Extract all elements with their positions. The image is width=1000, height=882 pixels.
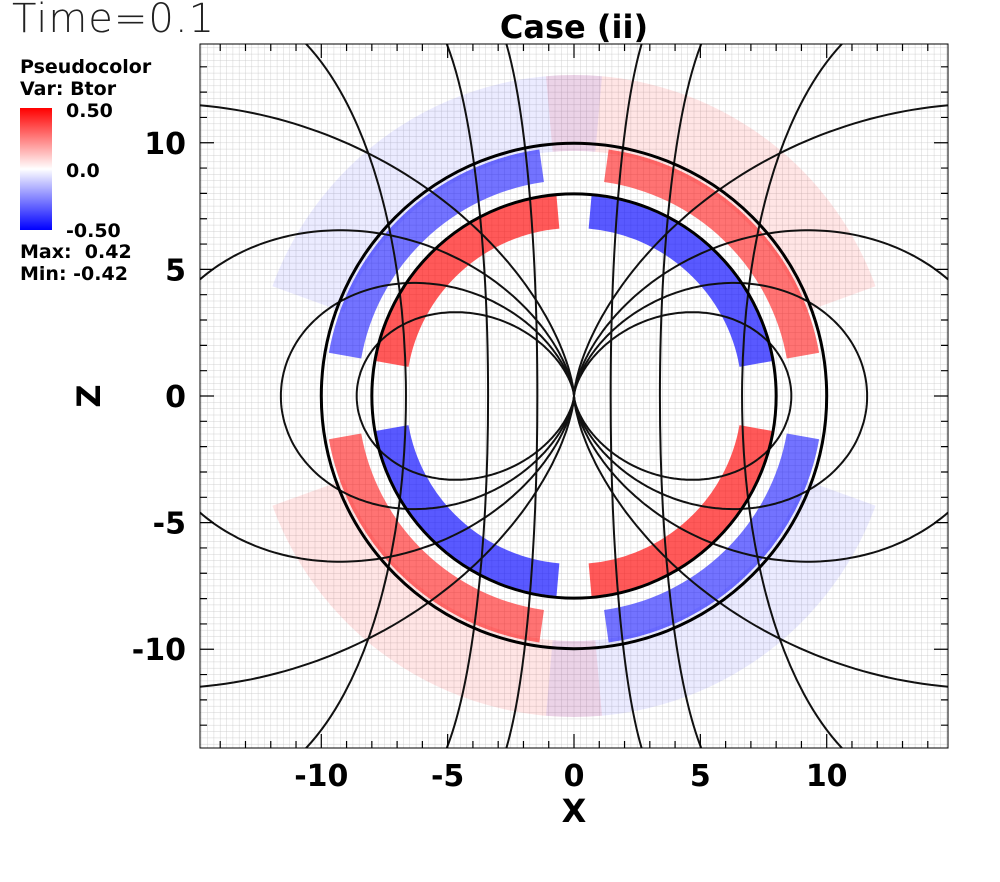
colorbar [20,108,52,230]
open-line-outer-left [445,44,490,748]
field-line-medium-mirror [279,281,575,511]
colorbar-min-label: -0.50 [66,220,121,242]
legend-variable: Var: Btor [20,78,117,100]
x-tick-label: 0 [564,759,585,794]
open-line-far-right [741,44,844,748]
x-axis-label: X [562,792,587,830]
field-line-small [573,311,793,481]
halo-upper-right [546,75,876,313]
x-tick-label: 10 [806,759,848,794]
field-line-small-mirror [355,311,575,481]
band-inner-ur [588,195,772,368]
field-lines [200,44,948,748]
open-line-far-left [304,44,407,748]
field-line-xlarge-mirror [200,104,575,688]
x-tick-label: -5 [431,759,464,794]
colorbar-max-label: 0.50 [66,100,113,122]
time-label: Time=0.1 [12,0,216,42]
field-line-large-mirror [200,229,575,563]
boundary-circle-1 [370,192,778,600]
open-line-inner-left [505,44,539,748]
halo-lower-left [272,479,602,717]
band-outer-ur [603,149,820,359]
legend-min-value: Min: -0.42 [20,263,128,285]
tick-labels: -10 -5 0 5 10 -10 -5 0 5 10 [132,127,848,794]
y-tick-label: 0 [165,380,186,415]
band-outer-ll [328,433,545,643]
band-inner-lr [588,424,772,597]
y-tick-label: -5 [153,507,186,542]
boundary-circles [319,141,829,651]
tick-marks [200,44,948,748]
field-line-large [573,229,948,563]
chart-title: Case (ii) [499,8,649,46]
x-tick-label: 5 [690,759,711,794]
field-line-xlarge [573,104,948,688]
field-rings [272,75,876,717]
legend-max-value: Max: 0.42 [20,241,132,263]
band-inner-ul [376,195,560,368]
colorbar-mid-label: 0.0 [66,160,100,182]
colorbar-legend: Pseudocolor Var: Btor 0.50 0.0 -0.50 Max… [20,56,190,285]
halo-lower-right [546,479,876,717]
open-line-inner-right [609,44,643,748]
y-tick-label: 5 [165,253,186,288]
field-line-medium [573,281,869,511]
open-line-outer-right [658,44,703,748]
y-tick-label: 10 [144,127,186,162]
y-axis-label: Z [70,384,108,407]
band-outer-lr [603,433,820,643]
axis-ticks [200,44,948,748]
band-outer-ul [328,149,545,359]
legend-plot-type: Pseudocolor [20,56,152,78]
x-tick-label: -10 [294,759,348,794]
boundary-circle-2 [319,141,829,651]
y-tick-label: -10 [132,633,186,668]
halo-upper-left [272,75,602,313]
band-inner-ll [376,424,560,597]
